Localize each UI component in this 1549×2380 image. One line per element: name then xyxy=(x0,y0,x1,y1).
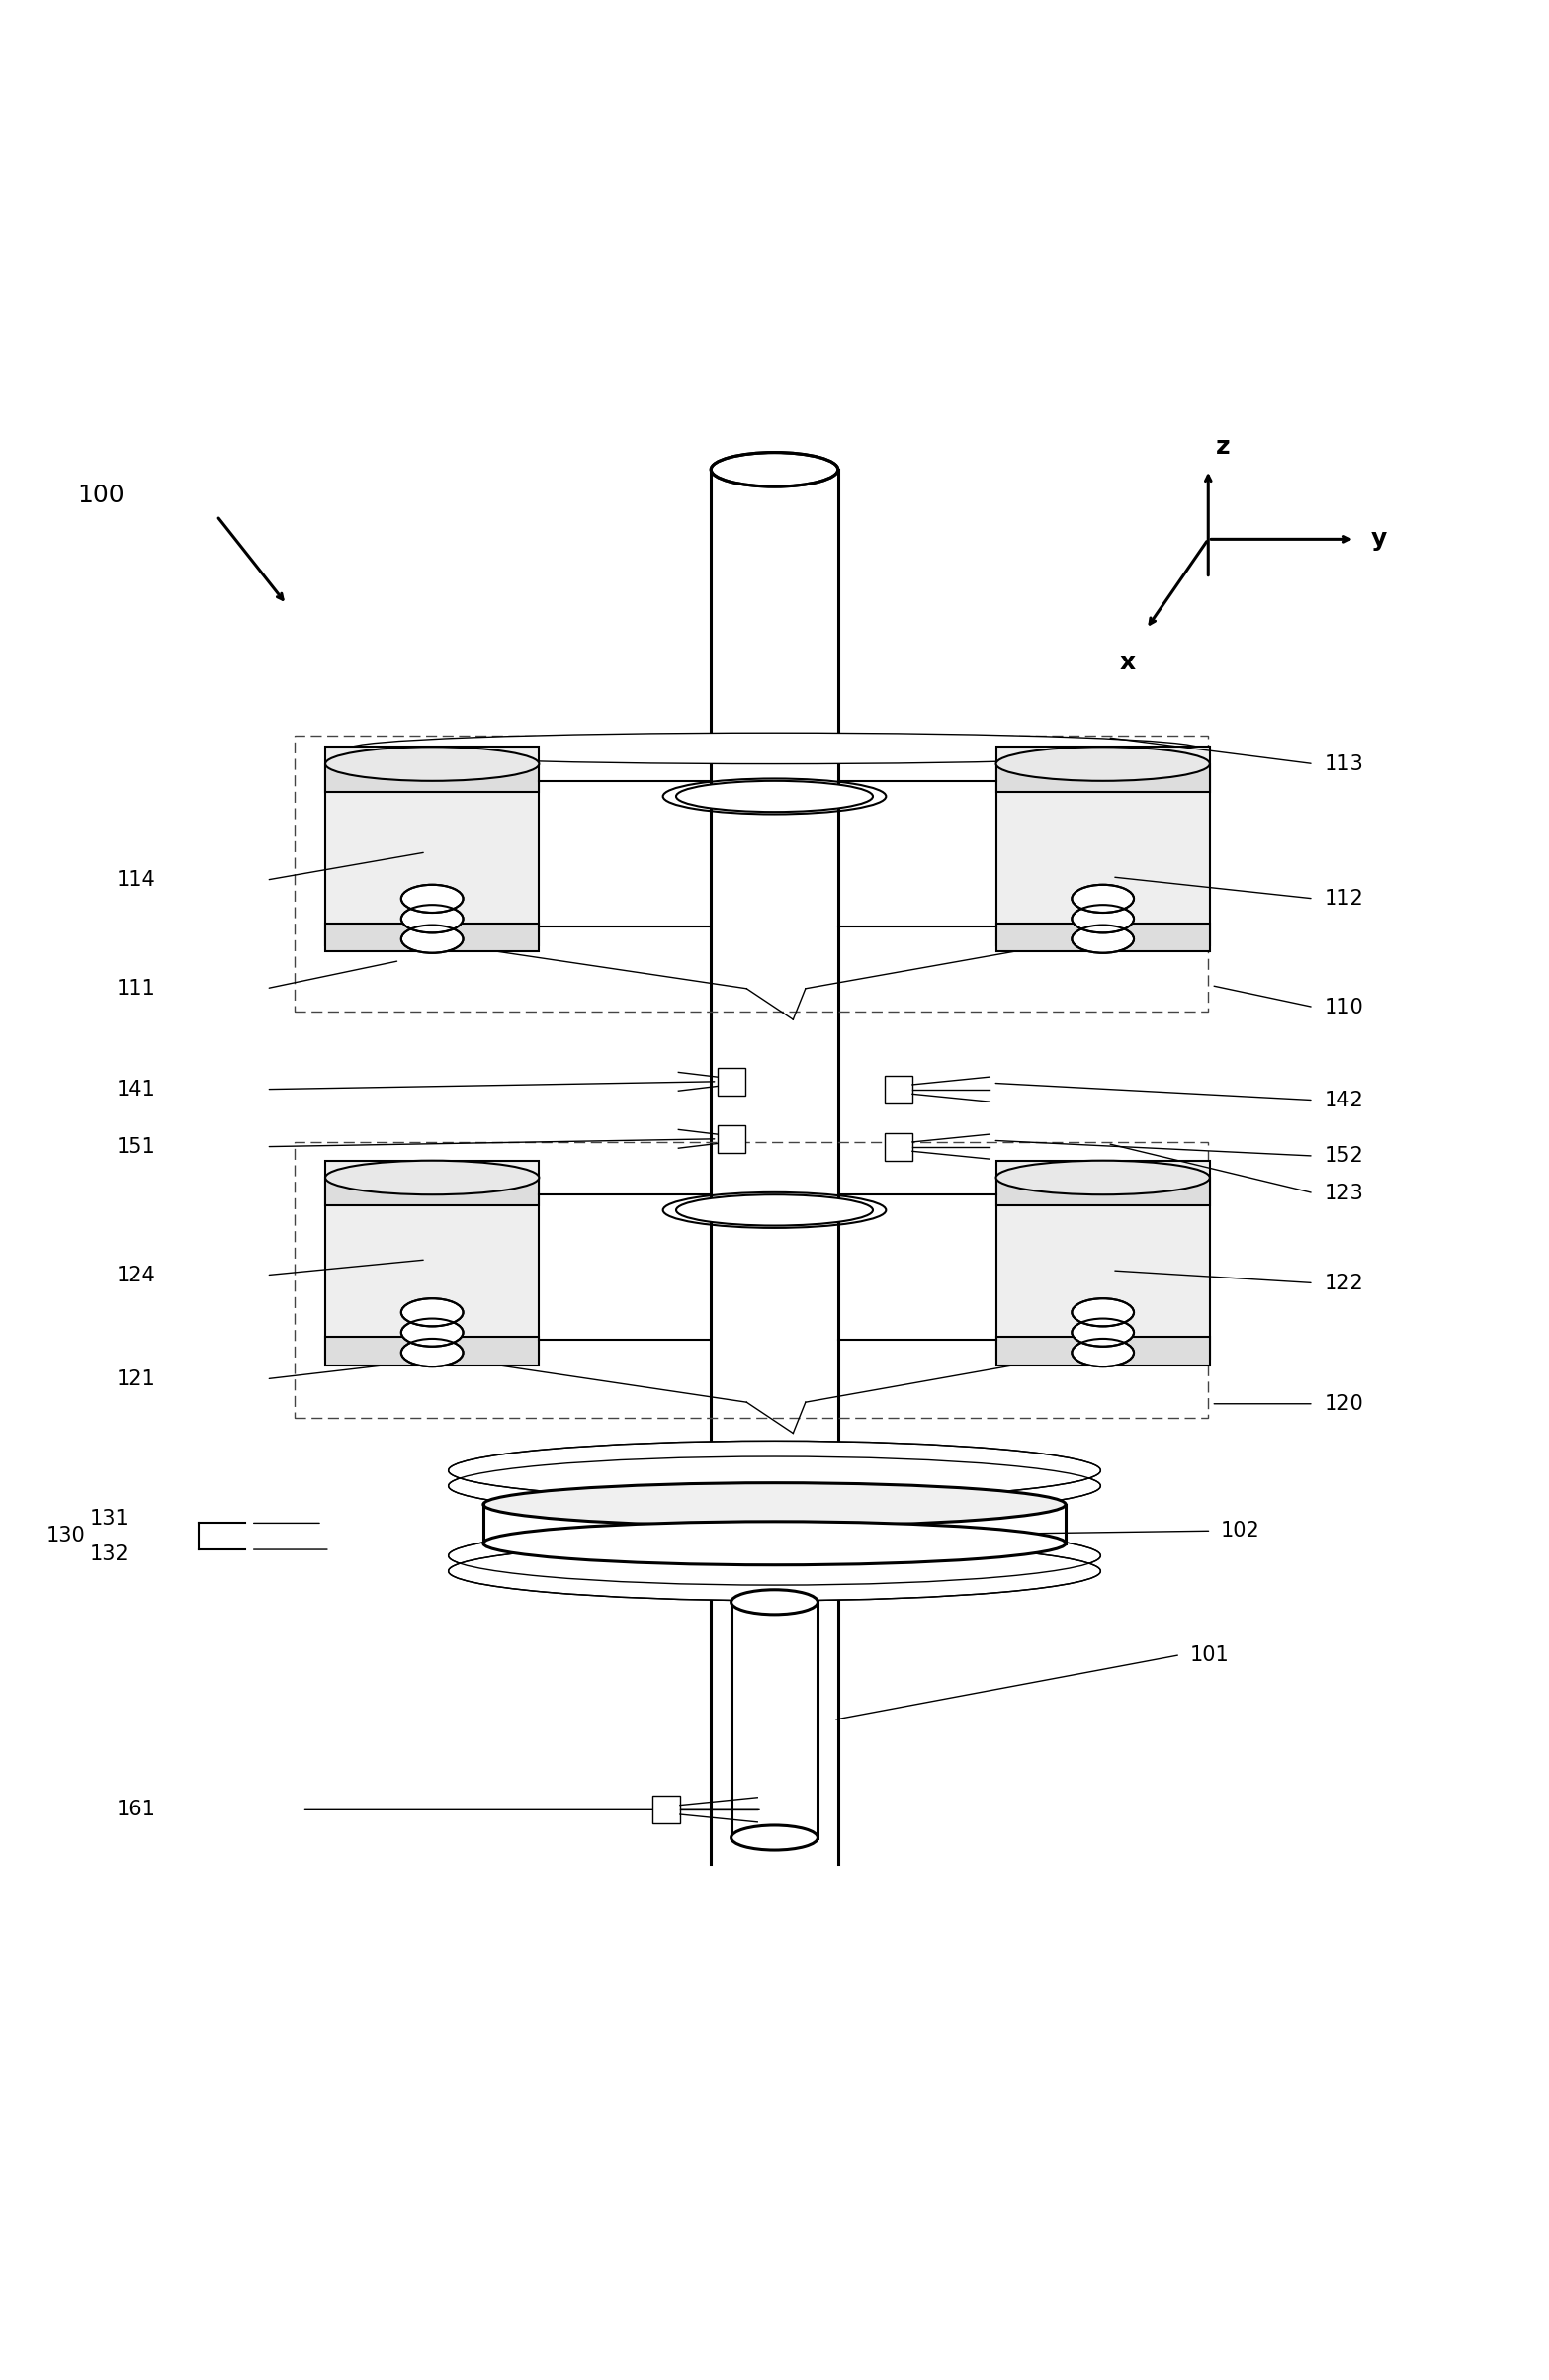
Text: x: x xyxy=(1120,650,1135,674)
Bar xyxy=(294,1142,1208,1418)
Bar xyxy=(325,747,539,945)
Ellipse shape xyxy=(483,1483,1066,1526)
Ellipse shape xyxy=(1072,1319,1134,1347)
Bar xyxy=(325,1338,539,1366)
Ellipse shape xyxy=(401,1299,463,1326)
Ellipse shape xyxy=(1072,1338,1134,1366)
Text: 102: 102 xyxy=(1221,1521,1259,1540)
Text: 122: 122 xyxy=(1324,1273,1363,1292)
Text: 141: 141 xyxy=(116,1081,155,1100)
Ellipse shape xyxy=(731,1825,818,1849)
Text: 120: 120 xyxy=(1324,1395,1363,1414)
Ellipse shape xyxy=(711,452,838,486)
Text: 121: 121 xyxy=(116,1368,155,1390)
Text: 152: 152 xyxy=(1324,1147,1363,1166)
Ellipse shape xyxy=(731,1590,818,1614)
Bar xyxy=(884,1076,912,1104)
Text: 114: 114 xyxy=(116,871,155,890)
Bar xyxy=(325,1161,539,1359)
Text: 142: 142 xyxy=(1324,1090,1363,1109)
Text: 131: 131 xyxy=(90,1509,129,1528)
Text: 130: 130 xyxy=(46,1526,85,1545)
Ellipse shape xyxy=(1072,926,1134,952)
Ellipse shape xyxy=(996,747,1210,781)
Ellipse shape xyxy=(401,885,463,912)
Text: y: y xyxy=(1371,528,1386,552)
Ellipse shape xyxy=(401,904,463,933)
Text: 100: 100 xyxy=(77,483,124,507)
Bar xyxy=(996,1161,1210,1359)
Ellipse shape xyxy=(996,1161,1210,1195)
Bar xyxy=(996,747,1210,945)
Ellipse shape xyxy=(675,781,874,812)
Ellipse shape xyxy=(401,926,463,952)
Bar xyxy=(717,1126,745,1152)
Bar xyxy=(996,1178,1210,1207)
Text: 111: 111 xyxy=(116,978,155,1000)
Ellipse shape xyxy=(325,747,539,781)
Ellipse shape xyxy=(1072,885,1134,912)
Text: 124: 124 xyxy=(116,1266,155,1285)
Ellipse shape xyxy=(483,1521,1066,1566)
Ellipse shape xyxy=(401,1338,463,1366)
Text: 113: 113 xyxy=(1324,754,1363,774)
Ellipse shape xyxy=(675,1195,874,1226)
Text: 151: 151 xyxy=(116,1138,155,1157)
Text: 110: 110 xyxy=(1324,997,1363,1016)
Bar xyxy=(996,923,1210,952)
Bar xyxy=(884,1133,912,1161)
Text: 101: 101 xyxy=(1190,1645,1228,1664)
Text: 132: 132 xyxy=(90,1545,129,1564)
Bar xyxy=(996,1338,1210,1366)
Ellipse shape xyxy=(449,1542,1100,1602)
Bar xyxy=(325,764,539,793)
Text: 112: 112 xyxy=(1324,888,1363,909)
Ellipse shape xyxy=(1072,1299,1134,1326)
Ellipse shape xyxy=(401,1319,463,1347)
Bar xyxy=(717,1069,745,1095)
Ellipse shape xyxy=(1072,904,1134,933)
Bar xyxy=(996,764,1210,793)
Text: 161: 161 xyxy=(116,1799,155,1821)
Bar xyxy=(325,923,539,952)
Ellipse shape xyxy=(325,1161,539,1195)
Text: 123: 123 xyxy=(1324,1183,1363,1202)
Ellipse shape xyxy=(449,1440,1100,1499)
Bar xyxy=(652,1797,680,1823)
Bar xyxy=(294,735,1208,1012)
Ellipse shape xyxy=(350,733,1199,764)
Text: z: z xyxy=(1216,436,1230,459)
Bar xyxy=(325,1178,539,1207)
Ellipse shape xyxy=(449,1526,1100,1585)
Ellipse shape xyxy=(449,1457,1100,1516)
